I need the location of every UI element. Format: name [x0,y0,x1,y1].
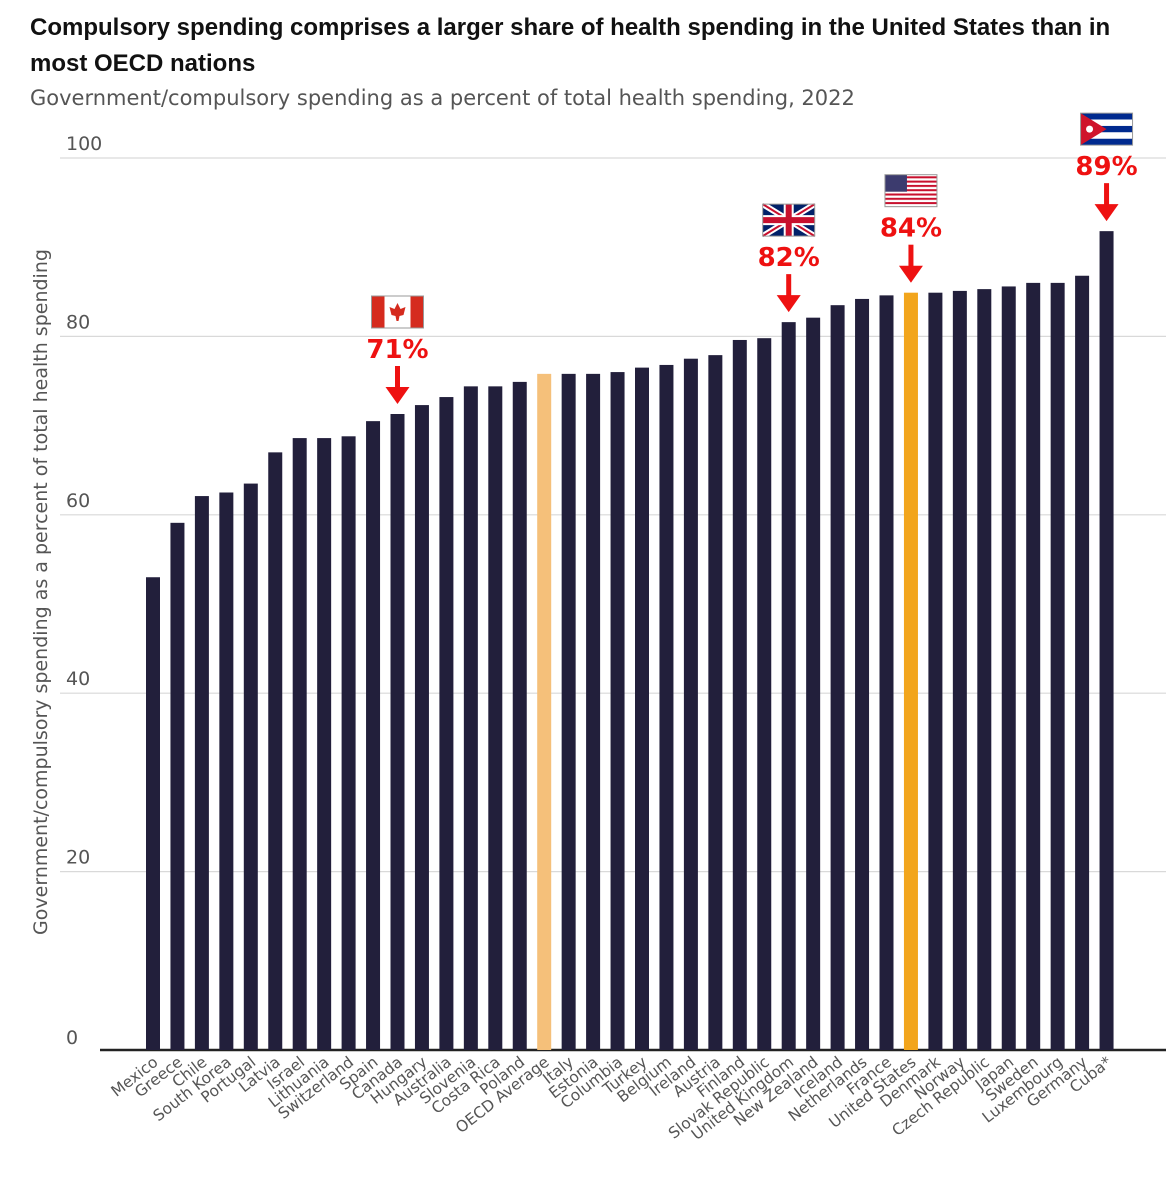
y-tick-label: 40 [66,668,90,690]
annotations: 71% 82% 84% 89% [366,112,1138,405]
arrow-shaft [908,244,914,269]
bar [659,364,674,1051]
bar [537,373,552,1050]
bar [610,372,625,1051]
annotation: 71% [366,295,429,405]
bar [463,386,478,1050]
annotation-label: 89% [1075,152,1137,182]
uk-flag [761,201,817,239]
bar [1099,231,1114,1051]
bar [170,522,185,1050]
arrow-shaft [395,366,400,391]
bar [586,373,601,1050]
bar [903,292,918,1050]
bar [781,322,796,1050]
y-tick-label: 0 [66,1027,78,1049]
bar [439,397,454,1050]
bar [488,386,503,1050]
bar [219,492,234,1050]
bar [1075,275,1090,1050]
bar [635,367,649,1050]
annotation-label: 84% [880,214,942,244]
bar [146,577,160,1050]
y-tick-label: 20 [66,847,90,869]
annotation: 82% [758,201,820,313]
y-tick-label: 80 [66,311,90,333]
annotation-label: 71% [366,335,428,365]
bar [366,421,381,1050]
bar [757,338,772,1051]
y-tick-label: 100 [66,133,102,155]
bar [194,496,209,1050]
bar [292,438,307,1050]
annotation-label: 82% [758,243,820,273]
annotation: 89% [1075,112,1138,222]
bar [952,290,967,1051]
bar [341,436,356,1051]
y-tick-label: 60 [66,490,90,512]
bar [708,355,723,1051]
bar [512,381,527,1051]
bar [732,339,747,1050]
bar [1026,282,1041,1050]
cuba-flag [1080,112,1134,146]
arrow-shaft [786,274,792,299]
bar [561,373,576,1050]
chart-title: Compulsory spending comprises a larger s… [30,14,1111,77]
arrow-shaft [1104,183,1110,208]
bar [268,452,283,1050]
us-flag [884,174,938,208]
bar [683,358,698,1050]
arrow-head-icon [385,387,410,405]
bar [317,438,332,1050]
chart-subtitle: Government/compulsory spending as a perc… [30,86,855,110]
arrow-head-icon [898,265,923,283]
bar [830,305,845,1050]
arrow-head-icon [1094,204,1119,222]
bar [414,405,429,1051]
y-tick-labels: 0 20 40 60 80 100 [66,133,102,1049]
bar [879,295,894,1050]
bar [806,317,821,1051]
arrow-head-icon [776,295,801,313]
bar [390,414,405,1050]
bar [928,292,943,1050]
bar [1050,282,1065,1050]
bars [146,231,1114,1051]
y-axis-label: Government/compulsory spending as a perc… [30,249,52,935]
bar [1001,286,1016,1050]
bar [855,298,870,1050]
bar [977,289,992,1050]
canada-flag [371,295,424,329]
annotation: 84% [880,174,942,283]
bar [243,483,258,1051]
